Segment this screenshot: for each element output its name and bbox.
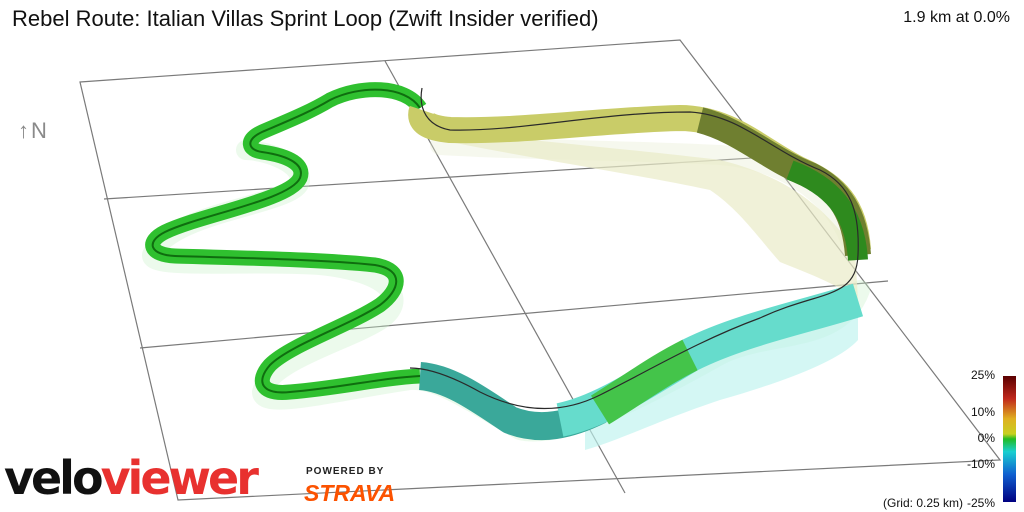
route-wall-east <box>585 300 858 450</box>
legend-max-label: 25% <box>970 368 995 382</box>
logo-velo-text: velo <box>4 451 104 505</box>
grid-outline <box>79 39 1002 501</box>
logo-viewer-text: viewer <box>100 451 259 505</box>
legend-10-label: 10% <box>970 405 995 419</box>
north-arrow-icon: ↑N <box>18 118 49 143</box>
legend-neg10-label: -10% <box>966 457 995 471</box>
veloviewer-logo[interactable]: veloviewer <box>4 448 259 508</box>
powered-by-label: POWERED BY <box>306 466 385 477</box>
legend-zero-label: 0% <box>977 431 995 445</box>
grid-scale-note: (Grid: 0.25 km) <box>882 496 963 510</box>
route-segment-west <box>145 82 427 400</box>
gradient-legend-bar <box>1003 376 1016 502</box>
route-wall-north <box>430 128 858 300</box>
route-ribbon <box>145 82 871 440</box>
strava-logo[interactable]: STRAVA <box>304 480 396 506</box>
grid-line-h2 <box>139 280 889 349</box>
route-distance-gradient: 1.9 km at 0.0% <box>903 9 1010 26</box>
route-title: Rebel Route: Italian Villas Sprint Loop … <box>12 6 599 31</box>
legend-min-label: -25% <box>966 496 995 510</box>
